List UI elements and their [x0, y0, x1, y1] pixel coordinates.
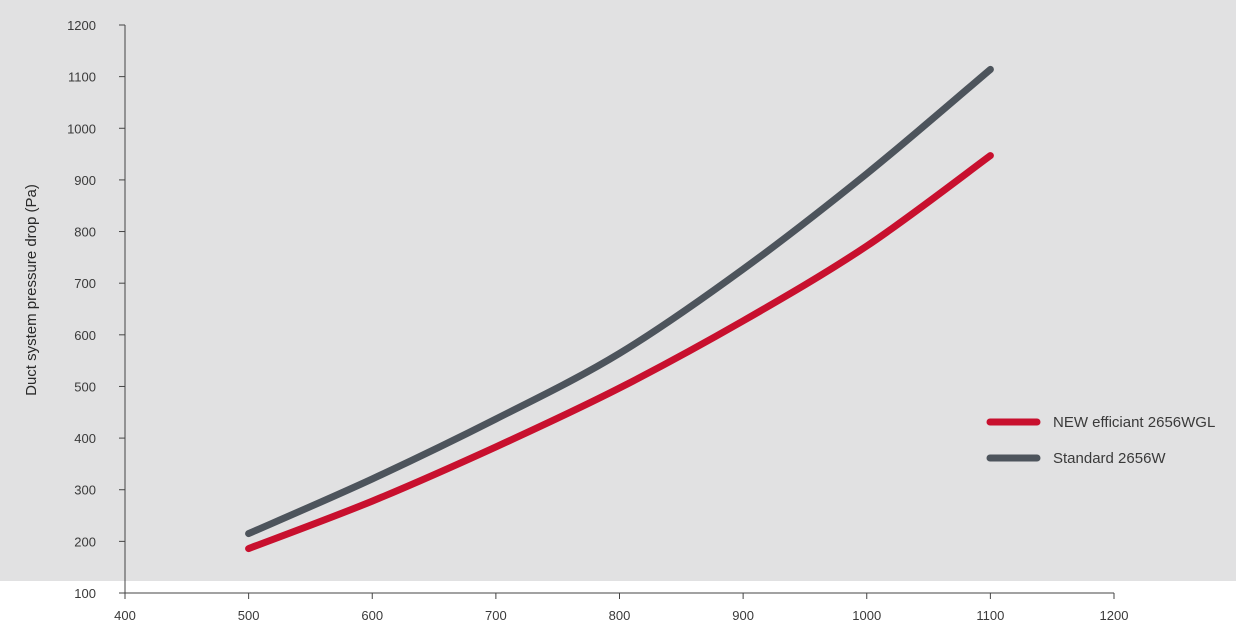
x-axis-ticks: 400 500 600 700 800 900 1000 1100 1200 [114, 593, 1128, 623]
x-tick-label: 400 [114, 608, 136, 623]
axes [124, 25, 1114, 594]
y-tick-label: 700 [74, 276, 96, 291]
series-line-0 [245, 152, 994, 553]
x-tick-label: 900 [732, 608, 754, 623]
x-tick-label: 1000 [852, 608, 881, 623]
x-tick-label: 1200 [1100, 608, 1129, 623]
x-tick-label: 600 [361, 608, 383, 623]
y-tick-label: 800 [74, 225, 96, 240]
y-axis-ticks: 100 200 300 400 500 600 700 800 900 1000 1100 1200 [67, 18, 125, 601]
legend-label: NEW efficiant 2656WGL [1053, 414, 1215, 431]
x-tick-label: 700 [485, 608, 507, 623]
y-tick-label: 100 [74, 586, 96, 601]
legend: NEW efficiant 2656WGL Standard 2656W [986, 414, 1215, 467]
y-tick-label: 200 [74, 534, 96, 549]
y-tick-label: 1200 [67, 18, 96, 33]
series-line-1 [245, 65, 994, 538]
y-tick-label: 1100 [68, 70, 96, 85]
series-lines [245, 65, 994, 553]
legend-label: Standard 2656W [1053, 450, 1166, 467]
y-tick-label: 600 [74, 328, 96, 343]
chart-background [0, 0, 1236, 581]
x-tick-label: 500 [238, 608, 260, 623]
y-tick-label: 1000 [67, 121, 96, 136]
y-tick-label: 300 [74, 483, 96, 498]
y-tick-label: 400 [74, 431, 96, 446]
y-tick-label: 900 [74, 173, 96, 188]
y-tick-label: 500 [74, 379, 96, 394]
y-axis-title: Duct system pressure drop (Pa) [23, 184, 40, 396]
x-tick-label: 1100 [976, 608, 1004, 623]
x-tick-label: 800 [609, 608, 631, 623]
